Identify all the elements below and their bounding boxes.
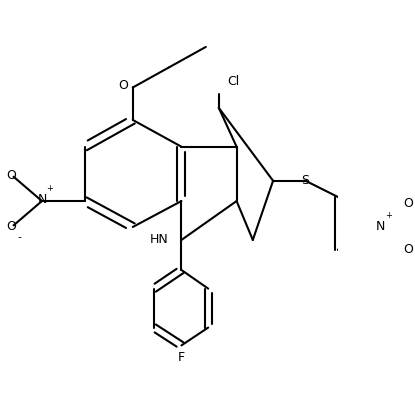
Text: O: O [403, 243, 413, 256]
Text: HN: HN [150, 233, 169, 247]
Text: Cl: Cl [227, 74, 239, 88]
Text: N: N [376, 220, 385, 233]
Text: +: + [46, 185, 54, 193]
Text: O: O [118, 79, 128, 92]
Text: N: N [37, 193, 46, 206]
Text: F: F [178, 351, 185, 364]
Text: O: O [6, 169, 16, 182]
Text: O: O [6, 220, 16, 233]
Text: +: + [386, 211, 393, 220]
Text: O: O [403, 197, 413, 210]
Text: -: - [17, 232, 21, 242]
Text: S: S [302, 174, 310, 187]
